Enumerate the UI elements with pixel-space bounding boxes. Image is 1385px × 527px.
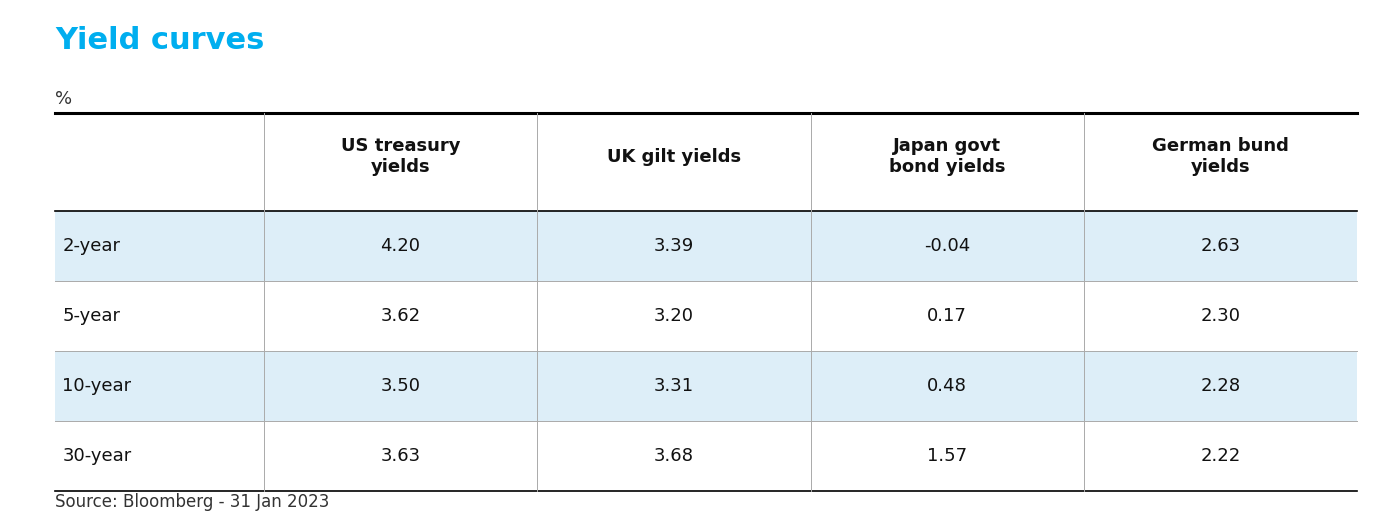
Text: 10-year: 10-year [62, 377, 132, 395]
Text: 2.22: 2.22 [1201, 447, 1241, 465]
Text: 3.31: 3.31 [654, 377, 694, 395]
Text: 3.68: 3.68 [654, 447, 694, 465]
Text: -0.04: -0.04 [924, 237, 971, 255]
Text: 4.20: 4.20 [381, 237, 421, 255]
Text: Source: Bloomberg - 31 Jan 2023: Source: Bloomberg - 31 Jan 2023 [55, 493, 330, 511]
Text: US treasury
yields: US treasury yields [341, 138, 460, 176]
Text: 2-year: 2-year [62, 237, 120, 255]
Text: 3.50: 3.50 [381, 377, 421, 395]
Text: 0.48: 0.48 [928, 377, 967, 395]
Text: 0.17: 0.17 [928, 307, 967, 325]
Text: 3.62: 3.62 [381, 307, 421, 325]
Text: UK gilt yields: UK gilt yields [607, 148, 741, 166]
Text: %: % [55, 90, 72, 108]
Text: 1.57: 1.57 [927, 447, 967, 465]
Text: 3.20: 3.20 [654, 307, 694, 325]
Text: 5-year: 5-year [62, 307, 120, 325]
Bar [55, 211, 1357, 281]
Text: German bund
yields: German bund yields [1152, 138, 1289, 176]
Text: 2.63: 2.63 [1201, 237, 1241, 255]
Text: 30-year: 30-year [62, 447, 132, 465]
Text: 3.63: 3.63 [381, 447, 421, 465]
Text: 2.30: 2.30 [1201, 307, 1241, 325]
Text: Yield curves: Yield curves [55, 26, 265, 55]
Bar [55, 351, 1357, 421]
Text: 3.39: 3.39 [654, 237, 694, 255]
Text: Japan govt
bond yields: Japan govt bond yields [889, 138, 1006, 176]
Text: 2.28: 2.28 [1201, 377, 1241, 395]
